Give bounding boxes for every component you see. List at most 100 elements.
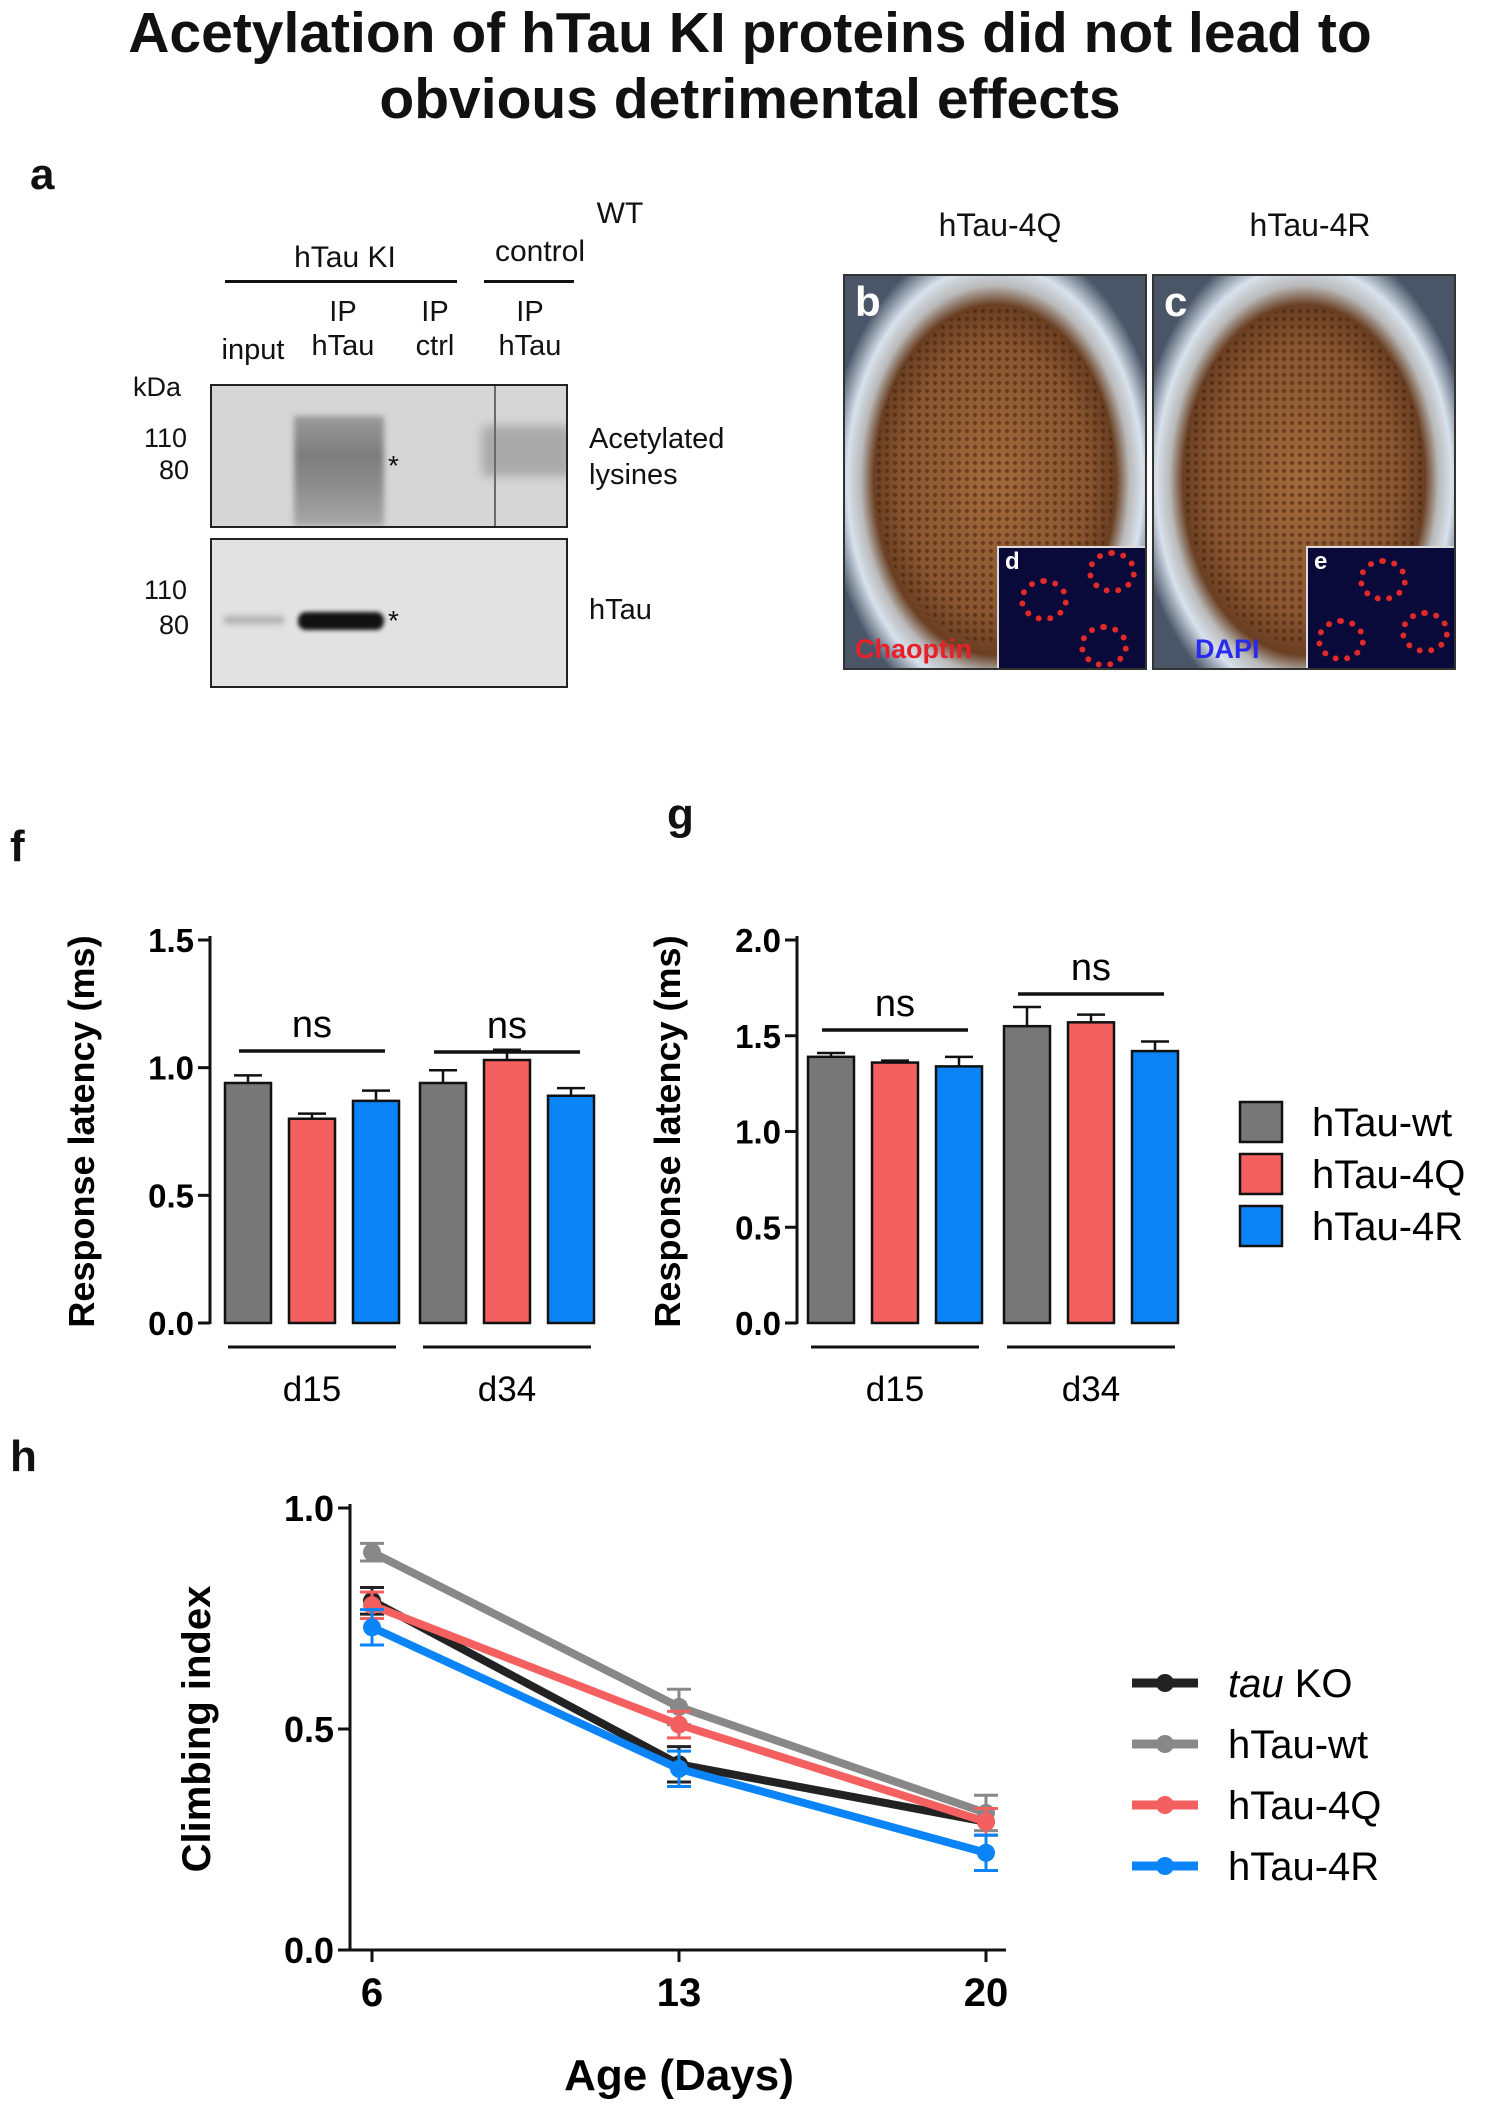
group-label: d15 xyxy=(866,1370,924,1409)
legend-label: hTau-wt xyxy=(1228,1723,1368,1767)
x-tick-label: 6 xyxy=(361,1971,383,2015)
line-chart-h: 0.0 0.5 1.0 6 13 20 Age (Days) Climbing index xyxy=(175,1488,1008,2100)
blot-label-htau: hTau xyxy=(589,594,652,626)
panel-label-e: e xyxy=(1314,548,1328,575)
group-label: d15 xyxy=(283,1370,341,1409)
bar xyxy=(482,1058,532,1325)
blot-lane-3-line1: IP xyxy=(421,296,449,328)
y-tick-label: 0.5 xyxy=(735,1209,781,1246)
panel-label-h: h xyxy=(10,1432,37,1481)
data-point xyxy=(670,1759,688,1778)
legend-marker xyxy=(1156,1735,1174,1753)
significance-label: ns xyxy=(875,983,915,1025)
data-point xyxy=(363,1618,381,1637)
legend-swatch xyxy=(1238,1100,1284,1144)
blot-lane-2-line2: hTau xyxy=(311,330,375,362)
legend-label: hTau-4Q xyxy=(1228,1784,1381,1828)
y-tick-label: 1.5 xyxy=(735,1018,781,1055)
bar xyxy=(870,1061,920,1325)
bar xyxy=(806,1055,856,1325)
bar-chart-f: 0.0 0.5 1.0 1.5 Response latency (ms) d15 ns d3… xyxy=(61,922,596,1409)
significance-label: ns xyxy=(1071,947,1111,989)
blot-marker-80-bottom: 80 xyxy=(159,610,190,640)
blot-lane-4-line2: hTau xyxy=(498,330,562,362)
blot-marker-110-top: 110 xyxy=(144,423,188,453)
y-tick-label: 0.0 xyxy=(735,1305,781,1342)
bar xyxy=(934,1065,984,1325)
chaoptin-cluster xyxy=(1358,558,1408,602)
panel-label-d: d xyxy=(1005,548,1020,575)
y-axis-label: Response latency (ms) xyxy=(61,935,102,1327)
y-tick-label: 2.0 xyxy=(735,922,781,959)
x-axis-label: Age (Days) xyxy=(564,2051,794,2100)
legend-swatch xyxy=(1238,1152,1284,1196)
title-line-2: obvious detrimental effects xyxy=(379,67,1121,131)
x-tick-label: 13 xyxy=(657,1971,702,2015)
bar xyxy=(1002,1024,1052,1325)
panel-label-g: g xyxy=(667,790,694,839)
y-axis-label: Climbing index xyxy=(175,1586,219,1873)
blot-group-ki-line xyxy=(225,280,457,283)
blot-band-ip-htau xyxy=(298,612,384,630)
chaoptin-cluster xyxy=(1087,550,1137,594)
panel-label-f: f xyxy=(10,822,25,871)
legend-label: hTau-wt xyxy=(1312,1101,1452,1145)
bar xyxy=(223,1081,273,1325)
y-tick-label: 1.0 xyxy=(284,1488,334,1529)
blot-group-wt-line2: control xyxy=(494,235,586,268)
inset-confocal-e: e xyxy=(1306,546,1454,668)
data-point xyxy=(977,1843,995,1862)
y-tick-label: 0.5 xyxy=(148,1177,194,1214)
chaoptin-cluster xyxy=(1079,624,1129,668)
blot-asterisk-bottom: * xyxy=(388,605,399,636)
x-tick-label: 20 xyxy=(964,1971,1009,2015)
legend-label: hTau-4R xyxy=(1228,1845,1379,1889)
legend-label: hTau-4Q xyxy=(1312,1153,1465,1197)
data-point xyxy=(363,1543,381,1562)
bar xyxy=(287,1117,337,1325)
group-label: d34 xyxy=(1062,1370,1120,1409)
figure-title: Acetylation of hTau KI proteins did not … xyxy=(0,0,1500,132)
y-tick-label: 0.0 xyxy=(148,1305,194,1342)
blot-marker-80-top: 80 xyxy=(159,455,190,485)
legend-label-italic: tau xyxy=(1228,1662,1284,1706)
eye-image-4q: b d xyxy=(843,274,1147,670)
bar-chart-g: 0.0 0.5 1.0 1.5 2.0 Response latency (ms) d15 n… xyxy=(647,922,1180,1409)
bar xyxy=(1130,1049,1180,1325)
inset-confocal-d: d xyxy=(997,546,1145,668)
legend-line-chart: tau KO hTau-wt hTau-4Q hTau-4R xyxy=(1132,1662,1381,1889)
blot-group-wt-line xyxy=(484,280,574,283)
blot-acetyl-lysine-membrane xyxy=(210,384,568,528)
significance-label: ns xyxy=(292,1004,332,1046)
y-tick-label: 1.5 xyxy=(148,922,194,959)
blot-band-ip-htau-acetyl xyxy=(294,416,384,526)
legend-marker xyxy=(1156,1857,1174,1875)
blot-label-lysines: lysines xyxy=(589,459,678,491)
bar xyxy=(546,1094,596,1325)
legend-swatch xyxy=(1238,1204,1284,1248)
bar xyxy=(351,1099,401,1325)
blot-lane-3-line2: ctrl xyxy=(415,330,455,362)
data-point xyxy=(977,1812,995,1831)
data-point xyxy=(670,1715,688,1734)
blot-group-ki: hTau KI xyxy=(294,241,396,274)
title-line-1: Acetylation of hTau KI proteins did not … xyxy=(128,1,1372,65)
eye-title-4q: hTau-4Q xyxy=(938,207,1062,243)
blot-band-wt-acetyl xyxy=(482,426,566,476)
legend-label: tau KO xyxy=(1228,1662,1353,1706)
blot-scratch xyxy=(494,386,496,526)
chaoptin-cluster xyxy=(1316,618,1366,662)
blot-asterisk-top: * xyxy=(388,450,399,481)
panel-label-b: b xyxy=(855,278,881,325)
significance-label: ns xyxy=(487,1005,527,1047)
y-tick-label: 1.0 xyxy=(148,1050,194,1087)
eye-image-4r: c e xyxy=(1152,274,1456,670)
series-line xyxy=(370,1623,988,1857)
panel-label-a: a xyxy=(30,150,55,199)
y-tick-label: 1.0 xyxy=(735,1114,781,1151)
bar xyxy=(1066,1021,1116,1325)
blot-kda-label: kDa xyxy=(133,372,182,402)
stain-label-dapi: DAPI xyxy=(1195,634,1260,664)
stain-label-chaoptin: Chaoptin xyxy=(855,634,972,664)
